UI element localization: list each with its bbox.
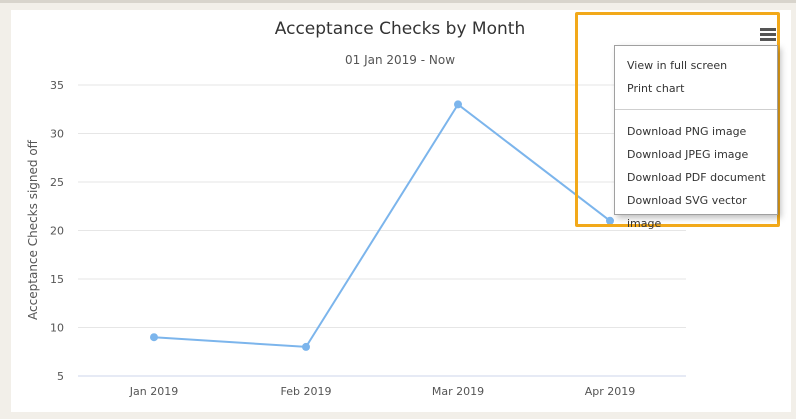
data-point[interactable]: [150, 333, 158, 342]
series-line: [153, 102, 611, 348]
menu-print-chart[interactable]: Print chart: [627, 82, 685, 95]
x-tick-label: Jan 2019: [129, 385, 178, 398]
y-tick-label: 5: [57, 370, 64, 383]
y-tick-label: 30: [50, 128, 64, 141]
data-point[interactable]: [454, 100, 462, 109]
y-tick-label: 35: [50, 79, 64, 92]
x-tick-label: Mar 2019: [432, 385, 484, 398]
menu-download-svg[interactable]: Download SVG vector image: [627, 194, 747, 230]
top-border: [0, 0, 796, 3]
x-tick-label: Feb 2019: [281, 385, 332, 398]
data-point[interactable]: [302, 342, 310, 351]
y-tick-label: 20: [50, 225, 64, 238]
grid-layer: [78, 84, 686, 328]
highlight-box: [575, 12, 780, 227]
y-tick-label: 25: [50, 176, 64, 189]
axis-layer: 5 10 15 20 25 30 35 Jan 2019 Feb 2019 Mar 2019 Apr…: [50, 79, 686, 398]
y-axis-label: Acceptance Checks signed off: [26, 139, 40, 320]
series-layer: [150, 100, 614, 351]
menu-download-jpeg[interactable]: Download JPEG image: [627, 148, 749, 161]
chart-title: Acceptance Checks by Month: [274, 19, 526, 39]
hamburger-menu-icon[interactable]: [758, 26, 778, 42]
data-point[interactable]: [606, 216, 614, 225]
export-menu: View in full screen Print chart Download…: [614, 45, 778, 230]
y-tick-label: 10: [50, 322, 64, 335]
y-tick-label: 15: [50, 273, 64, 286]
menu-download-png[interactable]: Download PNG image: [627, 125, 747, 138]
menu-download-pdf[interactable]: Download PDF document: [627, 171, 766, 184]
menu-view-full-screen[interactable]: View in full screen: [627, 59, 728, 72]
menu-separator: [615, 109, 777, 110]
x-tick-label: Apr 2019: [585, 385, 636, 398]
chart-subtitle: 01 Jan 2019 - Now: [344, 53, 456, 67]
